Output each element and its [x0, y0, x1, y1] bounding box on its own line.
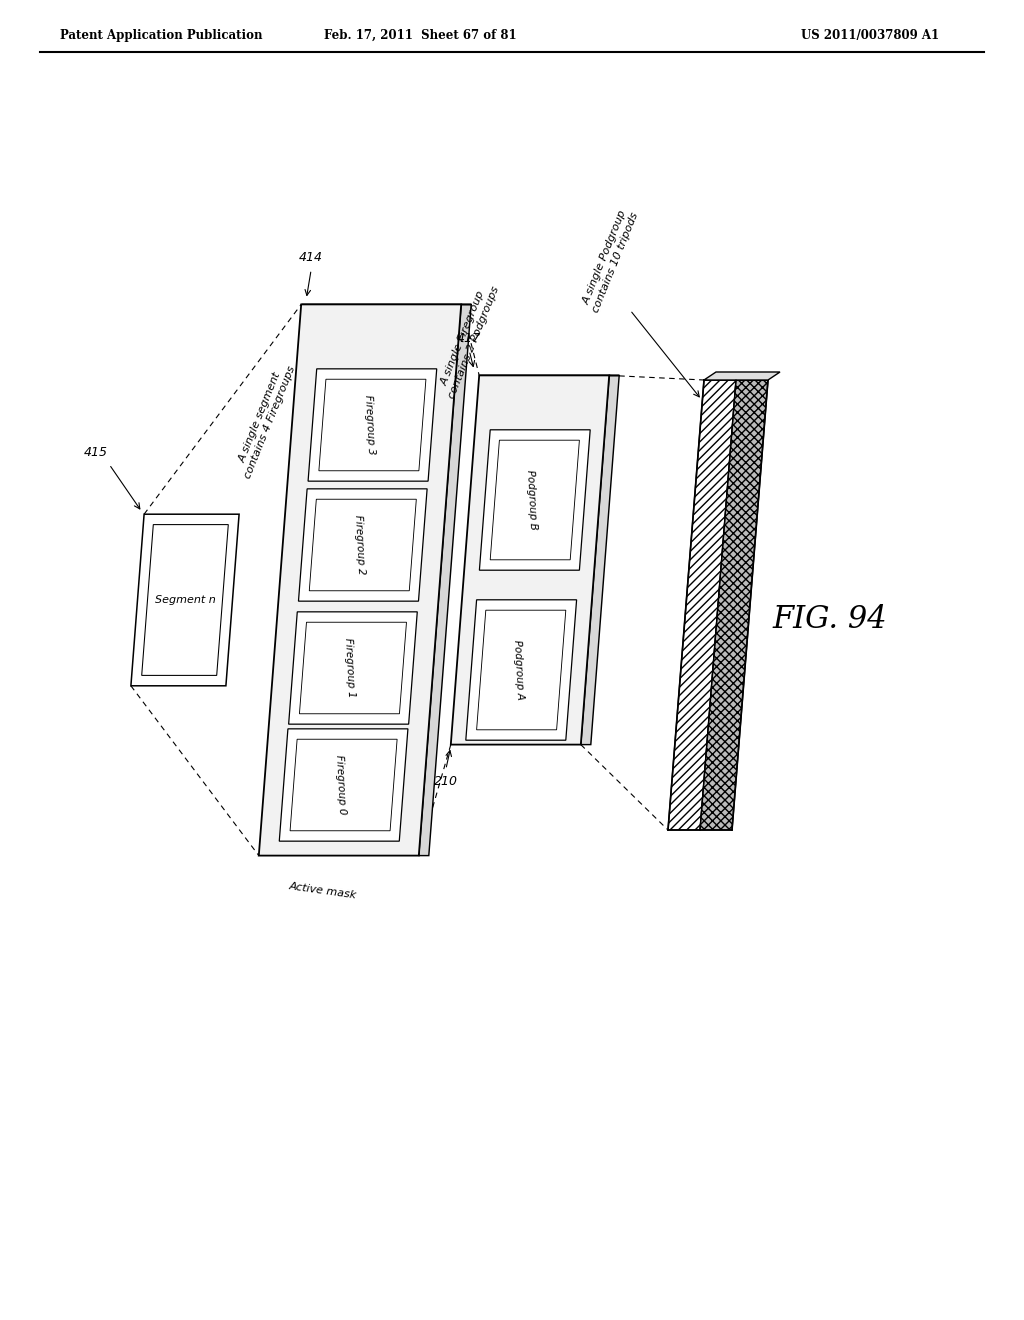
Text: 210: 210 — [434, 775, 458, 788]
Polygon shape — [466, 599, 577, 741]
Polygon shape — [490, 440, 580, 560]
Text: Firegroup 0: Firegroup 0 — [334, 755, 347, 816]
Text: 414: 414 — [299, 251, 324, 264]
Polygon shape — [668, 380, 736, 830]
Text: Firegroup 2: Firegroup 2 — [353, 515, 367, 576]
Text: Segment n: Segment n — [155, 595, 216, 605]
Polygon shape — [581, 375, 620, 744]
Text: US 2011/0037809 A1: US 2011/0037809 A1 — [801, 29, 939, 41]
Polygon shape — [476, 610, 566, 730]
Text: Patent Application Publication: Patent Application Publication — [60, 29, 262, 41]
Text: Firegroup 1: Firegroup 1 — [343, 638, 356, 698]
Polygon shape — [419, 305, 471, 855]
Polygon shape — [700, 380, 768, 830]
Text: A single segment
contains 4 Firegroups: A single segment contains 4 Firegroups — [232, 360, 298, 480]
Polygon shape — [298, 488, 427, 601]
Polygon shape — [309, 499, 417, 591]
Polygon shape — [290, 739, 397, 830]
Text: Podgroup A: Podgroup A — [512, 640, 524, 701]
Polygon shape — [705, 372, 780, 380]
Text: Firegroup 3: Firegroup 3 — [362, 395, 376, 455]
Polygon shape — [479, 430, 590, 570]
Text: Podgroup B: Podgroup B — [525, 470, 539, 531]
Text: A single Podgroup
contains 10 tripods: A single Podgroup contains 10 tripods — [580, 206, 640, 314]
Polygon shape — [318, 379, 426, 471]
Polygon shape — [451, 375, 609, 744]
Text: FIG. 94: FIG. 94 — [773, 605, 888, 635]
Polygon shape — [131, 515, 239, 686]
Polygon shape — [308, 368, 436, 482]
Polygon shape — [299, 622, 407, 714]
Polygon shape — [259, 305, 461, 855]
Text: Feb. 17, 2011  Sheet 67 of 81: Feb. 17, 2011 Sheet 67 of 81 — [324, 29, 516, 41]
Polygon shape — [289, 612, 418, 725]
Text: 417: 417 — [457, 333, 481, 346]
Polygon shape — [141, 524, 228, 676]
Text: Active mask: Active mask — [289, 880, 357, 900]
Text: 415: 415 — [84, 446, 109, 459]
Text: A single Firegroup
contains 2 Podgroups: A single Firegroup contains 2 Podgroups — [435, 280, 501, 400]
Polygon shape — [280, 729, 408, 841]
